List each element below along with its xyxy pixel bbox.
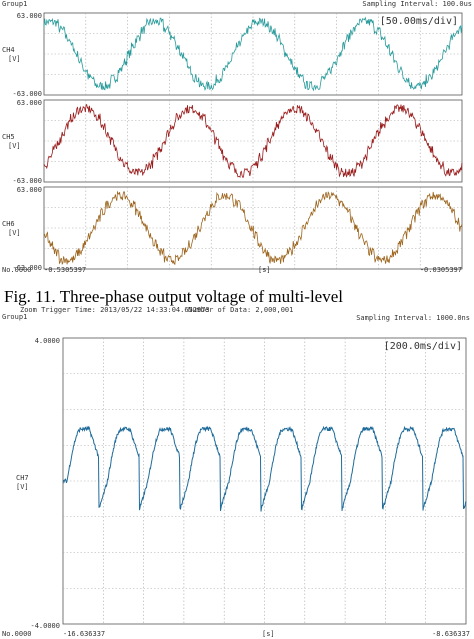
panel-max: 4.0000 xyxy=(35,337,60,345)
waveform xyxy=(43,103,463,178)
footer-number: No.0000 xyxy=(2,266,32,274)
footer-number: No.0000 xyxy=(2,630,32,638)
unit: [V] xyxy=(8,142,21,150)
footer-unit: [s] xyxy=(262,630,275,638)
panel-min: -63.000 xyxy=(12,177,42,185)
div: [200.0ms/div] xyxy=(384,341,462,352)
count: Number of Data: 2,000,001 xyxy=(188,306,293,314)
channel: CH5 xyxy=(2,133,15,141)
channel: CH7 xyxy=(16,474,29,482)
footer-start: -16.636337 xyxy=(63,630,105,638)
panel-max: 63.000 xyxy=(17,99,42,107)
div: [50.00ms/div] xyxy=(380,16,458,27)
group: Group1 xyxy=(2,0,27,8)
sampling: Sampling Interval: 1000.0ns xyxy=(356,314,470,322)
footer-end: -0.0305397 xyxy=(420,266,462,274)
waveform xyxy=(43,190,463,266)
panel-max: 63.000 xyxy=(17,12,42,20)
panel-min: -63.000 xyxy=(12,90,42,98)
panel-min: -63.000 xyxy=(12,264,42,272)
footer-end: -8.636337 xyxy=(432,630,470,638)
trigger: Zoom Trigger Time: 2013/05/22 14:33:04.6… xyxy=(20,306,210,314)
waveform xyxy=(62,425,467,512)
unit: [V] xyxy=(8,55,21,63)
group: Group1 xyxy=(2,313,27,321)
panel-max: 63.000 xyxy=(17,186,42,194)
footer-unit: [s] xyxy=(258,266,271,274)
sampling: Sampling Interval: 100.0us xyxy=(362,0,472,8)
footer-start: -0.5305397 xyxy=(44,266,86,274)
panel-min: -4.0000 xyxy=(30,622,60,630)
frame xyxy=(43,99,463,183)
waveform xyxy=(43,16,463,92)
caption: Fig. 11. Three-phase output voltage of m… xyxy=(4,287,343,306)
unit: [V] xyxy=(16,483,29,491)
unit: [V] xyxy=(8,229,21,237)
channel: CH6 xyxy=(2,220,15,228)
channel: CH4 xyxy=(2,46,15,54)
